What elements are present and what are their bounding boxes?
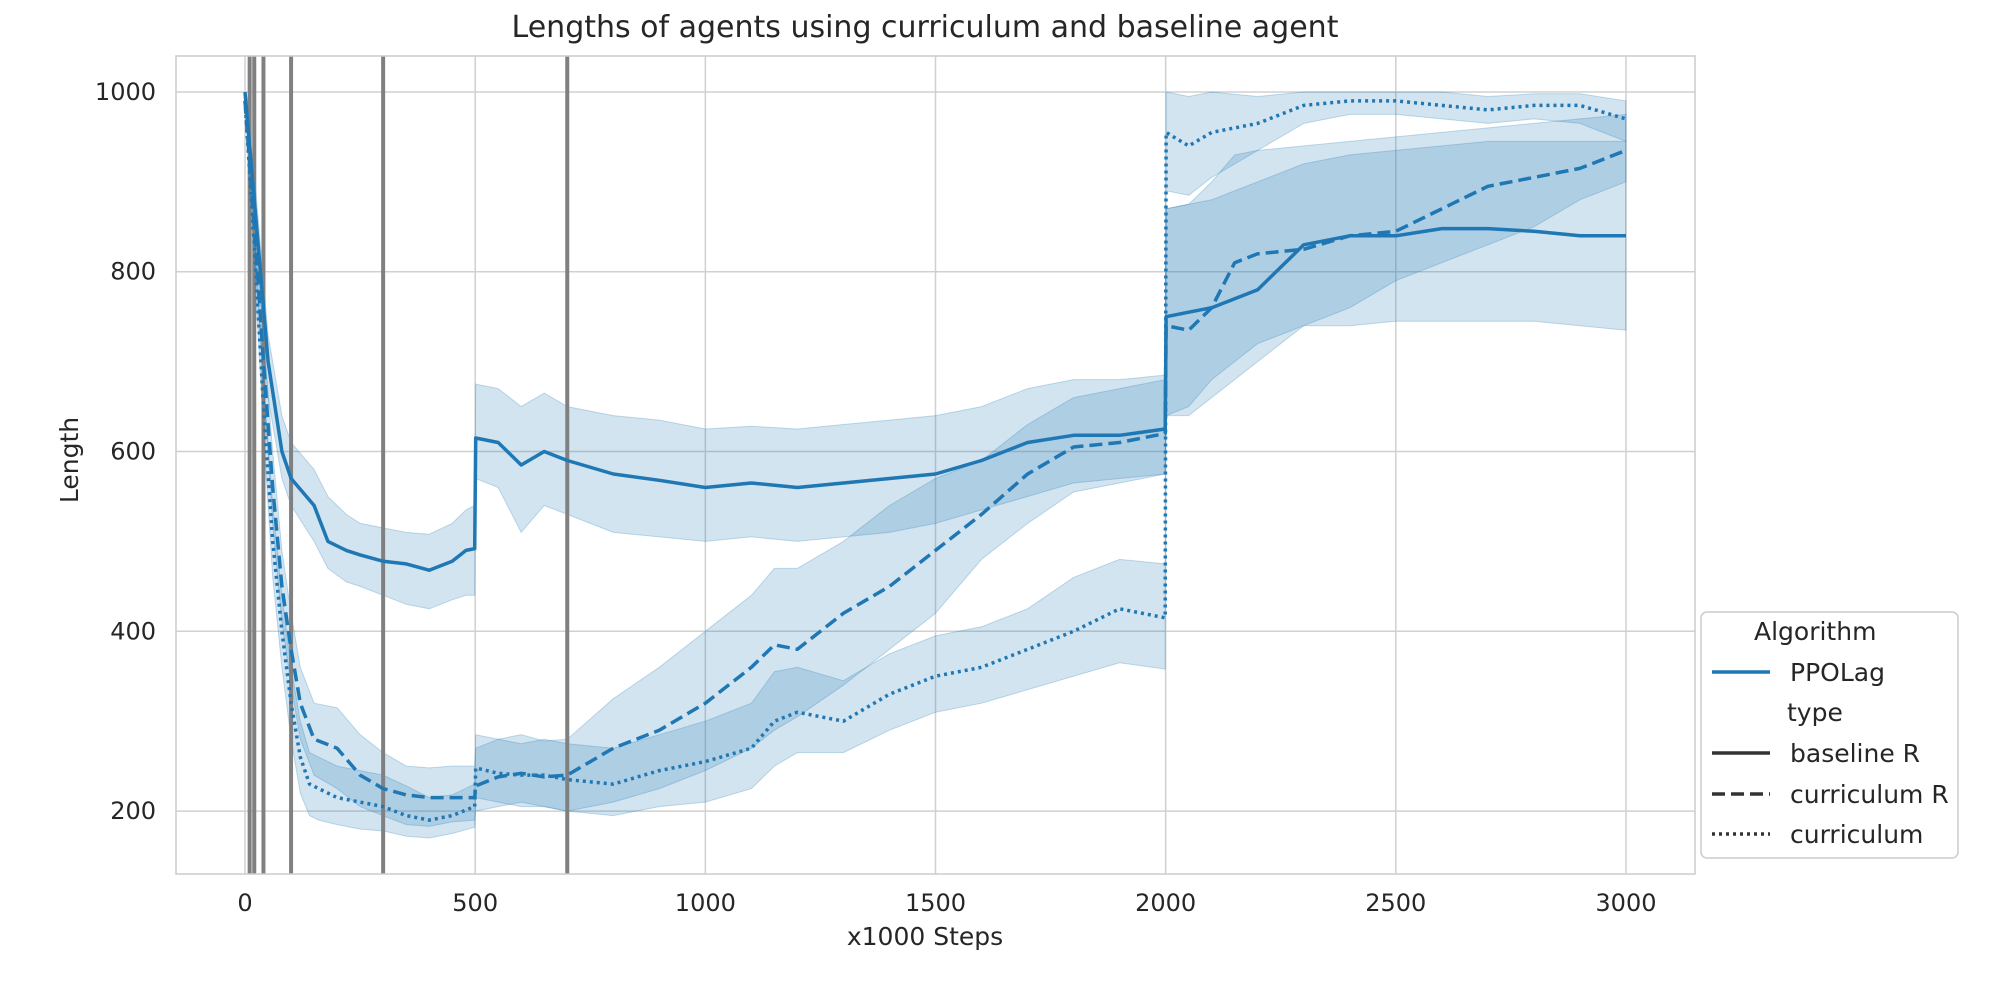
y-axis-label: Length bbox=[55, 417, 84, 503]
legend-label-baseline-r: baseline R bbox=[1790, 739, 1920, 768]
legend-label-curriculum-r: curriculum R bbox=[1790, 780, 1949, 809]
y-tick-label: 1000 bbox=[95, 78, 156, 106]
y-tick-label: 200 bbox=[110, 797, 156, 825]
x-axis-label: x1000 Steps bbox=[847, 922, 1003, 951]
x-tick-label: 0 bbox=[237, 889, 252, 917]
legend-title-type: type bbox=[1787, 698, 1843, 727]
legend: Algorithm PPOLag type baseline R curricu… bbox=[1700, 611, 1959, 859]
x-tick-label: 1000 bbox=[675, 889, 736, 917]
band-curriculum-r bbox=[244, 100, 1627, 827]
chart-title: Lengths of agents using curriculum and b… bbox=[512, 10, 1339, 45]
series-line-baseline-r bbox=[243, 91, 1626, 572]
series-line-curriculum-r bbox=[243, 100, 1627, 800]
plot-frame bbox=[175, 55, 1696, 875]
y-tick-label: 800 bbox=[110, 258, 156, 286]
curriculum-switch-lines bbox=[247, 56, 570, 874]
tick-labels: 0 500 1000 1500 2000 2500 3000 200 400 600 800 1000 bbox=[95, 78, 1657, 917]
x-tick-label: 500 bbox=[452, 889, 498, 917]
y-tick-label: 600 bbox=[110, 438, 156, 466]
series-line-curriculum bbox=[243, 99, 1627, 822]
series-lines bbox=[243, 91, 1627, 822]
band-curriculum bbox=[244, 91, 1627, 839]
x-tick-label: 3000 bbox=[1595, 889, 1656, 917]
legend-label-ppolag: PPOLag bbox=[1790, 658, 1885, 687]
x-tick-label: 1500 bbox=[905, 889, 966, 917]
y-tick-label: 400 bbox=[110, 617, 156, 645]
x-tick-label: 2500 bbox=[1365, 889, 1426, 917]
x-tick-label: 2000 bbox=[1135, 889, 1196, 917]
legend-title-algorithm: Algorithm bbox=[1754, 617, 1876, 646]
legend-label-curriculum: curriculum bbox=[1790, 820, 1923, 849]
